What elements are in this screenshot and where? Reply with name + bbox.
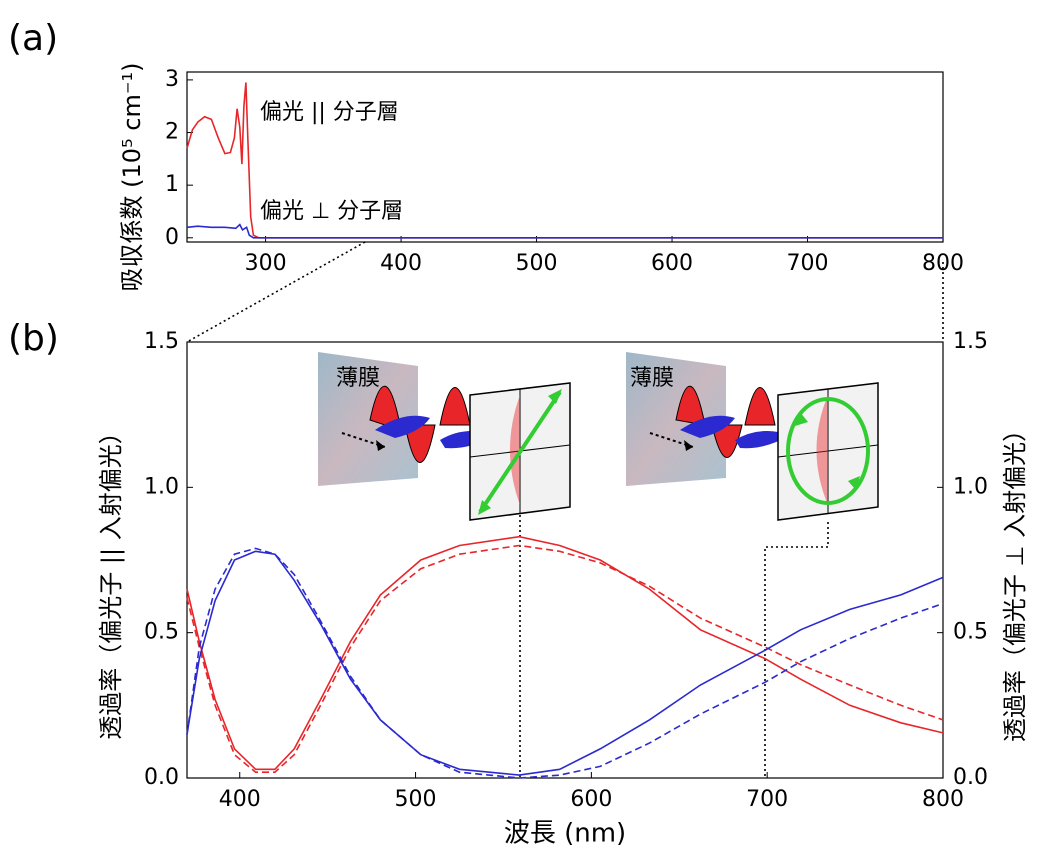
legend-entry: 偏光 ⊥ 分子層 bbox=[260, 199, 403, 224]
x-tick-label: 700 bbox=[787, 251, 829, 276]
x-tick-label: 500 bbox=[395, 787, 437, 812]
series-line bbox=[186, 547, 944, 779]
legend-entry: 偏光 || 分子層 bbox=[260, 100, 399, 125]
series-line bbox=[186, 550, 944, 776]
y-tick-label: 0 bbox=[165, 225, 179, 250]
plot-frame bbox=[186, 71, 944, 243]
x-axis-label: 波長 (nm) bbox=[504, 819, 626, 849]
series-line bbox=[186, 535, 944, 771]
x-tick-label: 500 bbox=[516, 251, 558, 276]
series-line bbox=[186, 544, 944, 773]
y-axis-label: 透過率（偏光子 || 入射偏光） bbox=[97, 420, 125, 739]
x-tick-label: 800 bbox=[922, 787, 964, 812]
y2-axis-label: 透過率（偏光子 ⊥ 入射偏光） bbox=[1001, 418, 1029, 742]
series-line bbox=[186, 223, 943, 239]
guide-line bbox=[764, 522, 829, 778]
inset-label: 薄膜 bbox=[630, 366, 674, 391]
x-tick-label: 600 bbox=[651, 251, 693, 276]
x-tick-label: 600 bbox=[570, 787, 612, 812]
panel-label: (b) bbox=[8, 318, 59, 359]
y2-tick-label: 1.0 bbox=[953, 474, 988, 499]
inset-linear: 薄膜 bbox=[318, 352, 571, 521]
y2-tick-label: 1.5 bbox=[953, 329, 988, 354]
y-tick-label: 1.0 bbox=[144, 474, 179, 499]
y-tick-label: 2 bbox=[165, 120, 179, 145]
series-line bbox=[186, 82, 943, 239]
y-tick-label: 0.5 bbox=[144, 620, 179, 645]
x-tick-label: 800 bbox=[922, 251, 964, 276]
x-tick-label: 400 bbox=[219, 787, 261, 812]
x-tick-label: 700 bbox=[746, 787, 788, 812]
plot-frame bbox=[186, 341, 944, 779]
y-tick-label: 1.5 bbox=[144, 329, 179, 354]
y2-tick-label: 0.5 bbox=[953, 620, 988, 645]
y2-tick-label: 0.0 bbox=[953, 765, 988, 790]
y-tick-label: 3 bbox=[165, 67, 179, 92]
y-axis-label: 吸収係数 (10⁵ cm⁻¹) bbox=[118, 62, 146, 291]
y-tick-label: 0.0 bbox=[144, 765, 179, 790]
x-tick-label: 400 bbox=[380, 251, 422, 276]
zoom-line bbox=[186, 241, 366, 343]
y-tick-label: 1 bbox=[165, 172, 179, 197]
inset-circular: 薄膜 bbox=[626, 352, 879, 521]
x-tick-label: 300 bbox=[245, 251, 287, 276]
panel-label: (a) bbox=[8, 18, 58, 59]
inset-label: 薄膜 bbox=[336, 366, 380, 391]
